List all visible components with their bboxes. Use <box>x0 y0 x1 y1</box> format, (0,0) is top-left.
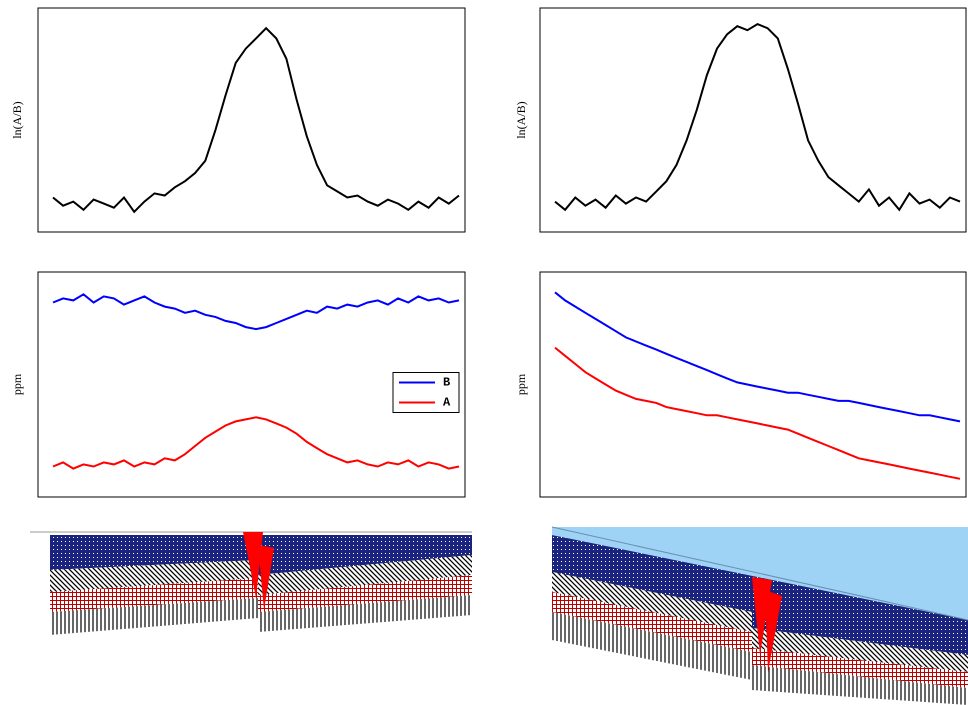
data-line <box>52 416 460 470</box>
legend-label: A <box>443 396 451 410</box>
plot-frame <box>37 7 466 233</box>
right-cross-section <box>551 526 968 705</box>
legend-box <box>392 372 460 413</box>
plot-frame <box>539 7 967 233</box>
y-axis-label: ln(A/B) <box>514 101 528 138</box>
data-line <box>52 293 460 331</box>
data-line <box>554 291 961 423</box>
y-axis-label: ln(A/B) <box>10 101 24 138</box>
left-cross-section <box>30 531 472 635</box>
data-line <box>554 346 961 480</box>
legend-label: B <box>443 376 450 390</box>
plot-frame <box>37 271 466 498</box>
y-axis-label: ppm <box>514 373 528 395</box>
data-line <box>554 22 961 212</box>
data-line <box>52 26 460 214</box>
y-axis-label: ppm <box>10 373 24 395</box>
plot-frame <box>539 271 967 498</box>
